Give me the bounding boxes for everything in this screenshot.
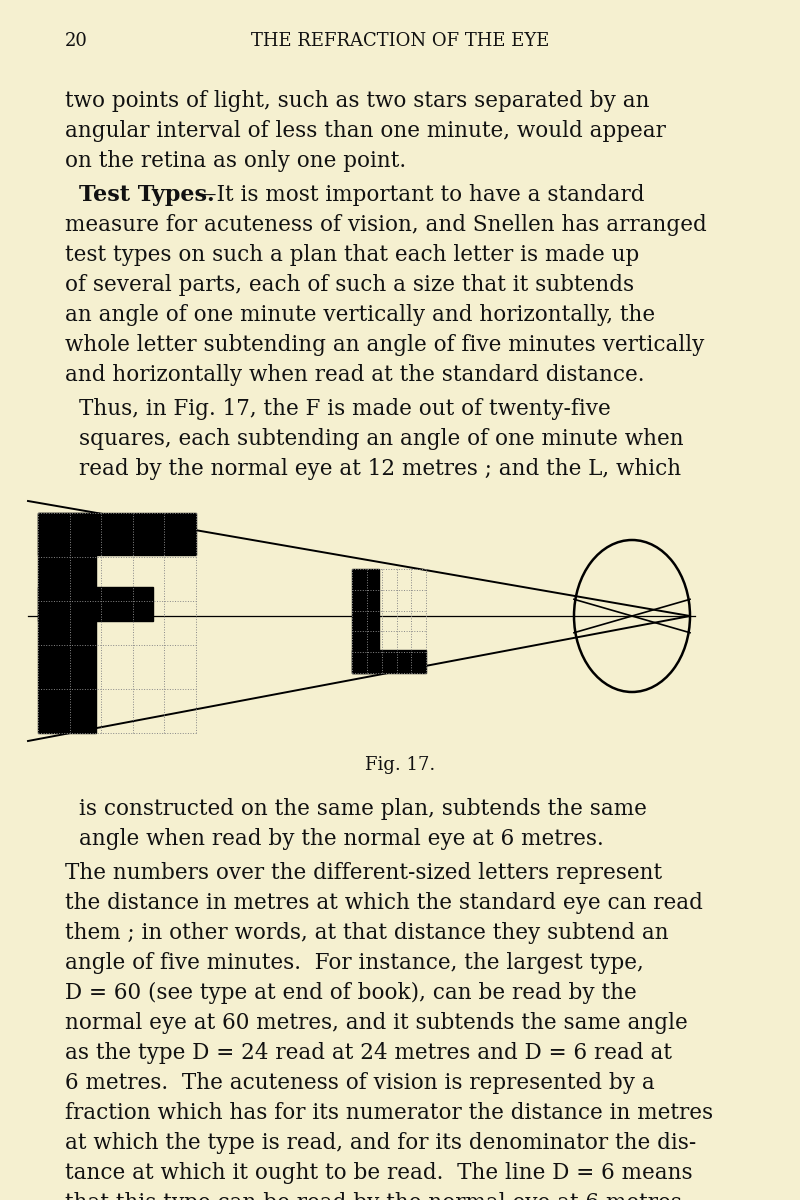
Text: —It is most important to have a standard: —It is most important to have a standard — [195, 184, 645, 206]
Text: whole letter subtending an angle of five minutes vertically: whole letter subtending an angle of five… — [65, 334, 704, 356]
Text: angular interval of less than one minute, would appear: angular interval of less than one minute… — [65, 120, 666, 142]
Text: Test Types.: Test Types. — [79, 184, 214, 206]
Text: and horizontally when read at the standard distance.: and horizontally when read at the standa… — [65, 364, 645, 386]
Text: read by the normal eye at 12 metres ; and the L, which: read by the normal eye at 12 metres ; an… — [79, 458, 681, 480]
Text: tance at which it ought to be read.  The line D = 6 means: tance at which it ought to be read. The … — [65, 1162, 693, 1184]
Text: squares, each subtending an angle of one minute when: squares, each subtending an angle of one… — [79, 428, 684, 450]
Text: fraction which has for its numerator the distance in metres: fraction which has for its numerator the… — [65, 1102, 713, 1124]
Text: that this type can be read by the normal eye at 6 metres,: that this type can be read by the normal… — [65, 1192, 689, 1200]
Text: measure for acuteness of vision, and Snellen has arranged: measure for acuteness of vision, and Sne… — [65, 214, 706, 236]
Text: angle when read by the normal eye at 6 metres.: angle when read by the normal eye at 6 m… — [79, 828, 604, 850]
Text: Thus, in Fig. 17, the F is made out of twenty-five: Thus, in Fig. 17, the F is made out of t… — [79, 398, 610, 420]
Text: them ; in other words, at that distance they subtend an: them ; in other words, at that distance … — [65, 922, 669, 944]
Text: D = 60 (see type at end of book), can be read by the: D = 60 (see type at end of book), can be… — [65, 982, 637, 1004]
Text: THE REFRACTION OF THE EYE: THE REFRACTION OF THE EYE — [251, 32, 549, 50]
Text: 6 metres.  The acuteness of vision is represented by a: 6 metres. The acuteness of vision is rep… — [65, 1072, 654, 1094]
Bar — [38, 514, 196, 554]
Text: an angle of one minute vertically and horizontally, the: an angle of one minute vertically and ho… — [65, 304, 655, 326]
Bar — [38, 514, 97, 733]
Text: is constructed on the same plan, subtends the same: is constructed on the same plan, subtend… — [79, 798, 647, 820]
Text: angle of five minutes.  For instance, the largest type,: angle of five minutes. For instance, the… — [65, 952, 644, 974]
Bar — [352, 569, 379, 673]
Text: 20: 20 — [65, 32, 88, 50]
Text: as the type D = 24 read at 24 metres and D = 6 read at: as the type D = 24 read at 24 metres and… — [65, 1042, 672, 1064]
Text: the distance in metres at which the standard eye can read: the distance in metres at which the stan… — [65, 892, 703, 914]
Text: Fig. 17.: Fig. 17. — [365, 756, 435, 774]
Bar — [38, 587, 154, 620]
Text: The numbers over the different-sized letters represent: The numbers over the different-sized let… — [65, 862, 662, 884]
Text: at which the type is read, and for its denominator the dis-: at which the type is read, and for its d… — [65, 1132, 696, 1154]
Text: of several parts, each of such a size that it subtends: of several parts, each of such a size th… — [65, 274, 634, 296]
Text: two points of light, such as two stars separated by an: two points of light, such as two stars s… — [65, 90, 650, 112]
Text: test types on such a plan that each letter is made up: test types on such a plan that each lett… — [65, 244, 639, 266]
Text: normal eye at 60 metres, and it subtends the same angle: normal eye at 60 metres, and it subtends… — [65, 1012, 688, 1034]
Text: on the retina as only one point.: on the retina as only one point. — [65, 150, 406, 172]
Bar — [352, 650, 426, 673]
